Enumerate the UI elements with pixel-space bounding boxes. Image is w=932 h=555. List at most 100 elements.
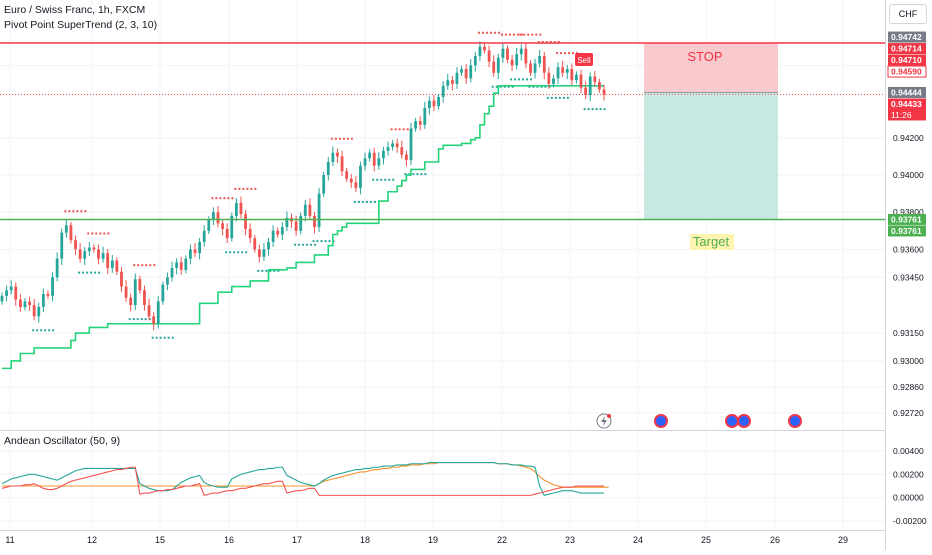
oscillator-lines	[1, 462, 609, 497]
candle	[276, 227, 280, 238]
time-tick-label: 22	[497, 535, 507, 545]
price-label-text: 0.94742	[891, 32, 922, 42]
sell-badge[interactable]: Sell	[575, 53, 593, 66]
reward-zone	[644, 92, 778, 220]
sell-badge-bg	[575, 53, 593, 66]
price-tick-label: 0.93000	[893, 356, 924, 366]
time-tick-label: 29	[838, 535, 848, 545]
candle	[101, 246, 105, 263]
currency-button[interactable]: CHF	[889, 4, 927, 24]
price-label: 0.94590	[887, 65, 927, 78]
candle-body	[267, 241, 270, 250]
candle	[92, 244, 96, 253]
price-label-bg	[888, 43, 926, 55]
grid	[0, 0, 885, 530]
candle	[409, 122, 413, 165]
candle-body	[593, 76, 597, 83]
candle	[32, 298, 36, 321]
candle-body	[386, 147, 390, 151]
candle-body	[9, 286, 13, 291]
stop-label: STOP	[687, 49, 722, 64]
candle	[372, 147, 376, 172]
candle	[483, 43, 486, 54]
event-flag-icon[interactable]	[654, 414, 668, 428]
candle	[83, 247, 87, 265]
candle-body	[46, 294, 50, 296]
candle	[87, 241, 91, 257]
candle	[129, 293, 133, 312]
oscillator-tick-label: 0.00200	[893, 469, 924, 479]
candle-body	[446, 80, 450, 86]
price-label-bg	[888, 98, 926, 121]
candle-body	[193, 249, 197, 254]
candle-body	[69, 225, 73, 241]
price-label-text: 0.94714	[891, 44, 922, 54]
candle-body	[244, 214, 247, 229]
candle-body	[64, 225, 68, 233]
candle	[175, 258, 179, 275]
candle-body	[460, 69, 463, 73]
candle	[598, 78, 601, 93]
candle	[423, 101, 427, 129]
candle	[170, 261, 174, 282]
dividend-icon[interactable]	[596, 413, 612, 429]
time-tick-label: 15	[155, 535, 165, 545]
candle	[437, 93, 440, 110]
candle-body	[345, 171, 349, 179]
stop-annotation[interactable]: STOP	[687, 49, 722, 64]
candle	[110, 254, 114, 273]
time-tick-label: 26	[770, 535, 780, 545]
oscillator-axis[interactable]: 0.00400 0.00200 0.00000 -0.00200	[893, 446, 927, 526]
candle-body	[253, 238, 257, 250]
candle-body	[133, 279, 137, 306]
candle-body	[78, 249, 82, 259]
indicator-title[interactable]: Pivot Point SuperTrend (2, 3, 10)	[4, 19, 158, 31]
candle	[533, 58, 537, 79]
event-flag-icon[interactable]	[725, 414, 739, 428]
candle-body	[138, 279, 142, 291]
candle	[496, 53, 500, 80]
candle-body	[427, 100, 431, 109]
candle	[501, 43, 505, 63]
candle	[469, 59, 473, 83]
candle-body	[37, 307, 41, 317]
candle-body	[340, 156, 344, 172]
time-tick-label: 23	[565, 535, 575, 545]
candle	[529, 60, 532, 77]
candle	[542, 51, 546, 80]
event-icons[interactable]	[596, 413, 802, 429]
candle	[455, 67, 459, 89]
candle-body	[565, 69, 569, 73]
candle	[588, 72, 592, 102]
candle	[166, 272, 169, 291]
candle	[234, 198, 238, 222]
candle-body	[506, 48, 509, 60]
candle-body	[501, 48, 505, 58]
oscillator-title[interactable]: Andean Oscillator (50, 9)	[4, 435, 121, 447]
time-axis[interactable]: 11 12 15 16 17 18 19 22 23 24 25 26 29	[5, 535, 848, 545]
candle-body	[74, 240, 77, 250]
candle-body	[437, 96, 440, 107]
candle	[161, 281, 165, 305]
candle-body	[382, 150, 385, 159]
candle-body	[404, 154, 408, 161]
candle	[37, 302, 41, 323]
candle-body	[317, 193, 321, 228]
candle-body	[202, 230, 206, 242]
symbol-title[interactable]: Euro / Swiss Franc, 1h, FXCM	[4, 4, 146, 16]
candle-body	[547, 72, 551, 84]
candle-body	[294, 221, 298, 231]
candle-body	[400, 147, 404, 155]
candle	[179, 256, 183, 275]
risk-zone	[644, 43, 778, 93]
price-tick-label: 0.94000	[893, 170, 924, 180]
candle-body	[18, 299, 22, 308]
oscillator-signal-line	[1, 462, 604, 497]
event-flag-icon[interactable]	[788, 414, 802, 428]
price-label-bg	[888, 31, 926, 43]
candle	[271, 225, 275, 247]
event-flag-icon[interactable]	[737, 414, 751, 428]
price-tick-label: 0.92720	[893, 408, 924, 418]
candle-body	[230, 215, 234, 239]
